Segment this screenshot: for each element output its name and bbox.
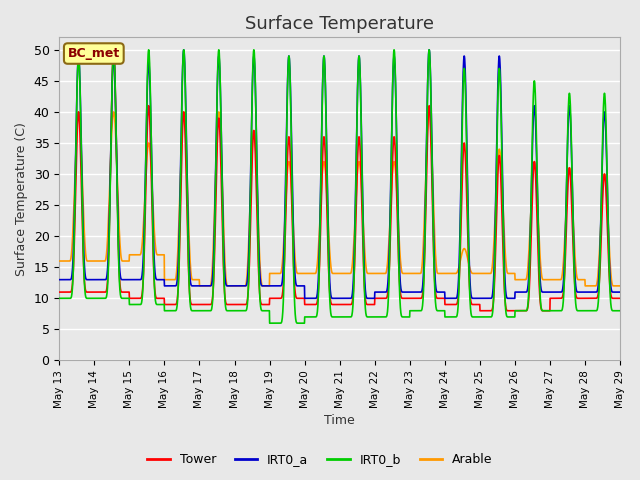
Line: IRT0_a: IRT0_a (60, 50, 620, 298)
Text: BC_met: BC_met (68, 47, 120, 60)
IRT0_a (609, 289, 616, 295)
Arable (196, 283, 204, 289)
Tower (476, 308, 484, 313)
IRT0_a (56, 277, 63, 283)
IRT0_a (509, 295, 516, 301)
Arable (541, 277, 548, 283)
Line: IRT0_b: IRT0_b (60, 50, 620, 323)
X-axis label: Time: Time (324, 414, 355, 427)
Arable (374, 271, 381, 276)
IRT0_b (266, 320, 273, 326)
Arable (112, 130, 120, 135)
IRT0_a (616, 289, 624, 295)
Y-axis label: Surface Temperature (C): Surface Temperature (C) (15, 122, 28, 276)
Tower (109, 47, 117, 53)
Tower (233, 301, 241, 307)
Arable (616, 283, 624, 289)
IRT0_a (374, 289, 381, 295)
Tower (616, 295, 624, 301)
IRT0_b (112, 99, 120, 105)
IRT0_a (233, 283, 241, 289)
Arable (609, 282, 616, 288)
IRT0_a (301, 295, 308, 301)
IRT0_b (109, 47, 117, 53)
IRT0_a (111, 90, 119, 96)
IRT0_b (374, 314, 381, 320)
Tower (374, 295, 381, 301)
Tower (509, 308, 516, 313)
IRT0_b (56, 295, 63, 301)
Arable (509, 271, 516, 276)
Arable (75, 109, 83, 115)
Tower (609, 295, 616, 301)
Title: Surface Temperature: Surface Temperature (245, 15, 434, 33)
IRT0_b (541, 308, 548, 313)
IRT0_b (616, 308, 624, 313)
Tower (112, 98, 120, 104)
Line: Arable: Arable (60, 112, 620, 286)
Line: Tower: Tower (60, 50, 620, 311)
Legend: Tower, IRT0_a, IRT0_b, Arable: Tower, IRT0_a, IRT0_b, Arable (142, 448, 498, 471)
Tower (541, 308, 548, 313)
IRT0_a (180, 47, 188, 53)
IRT0_b (233, 308, 241, 313)
IRT0_b (609, 308, 616, 313)
Arable (56, 258, 63, 264)
IRT0_b (509, 314, 516, 320)
IRT0_a (541, 289, 548, 295)
Arable (233, 283, 241, 289)
Tower (56, 289, 63, 295)
